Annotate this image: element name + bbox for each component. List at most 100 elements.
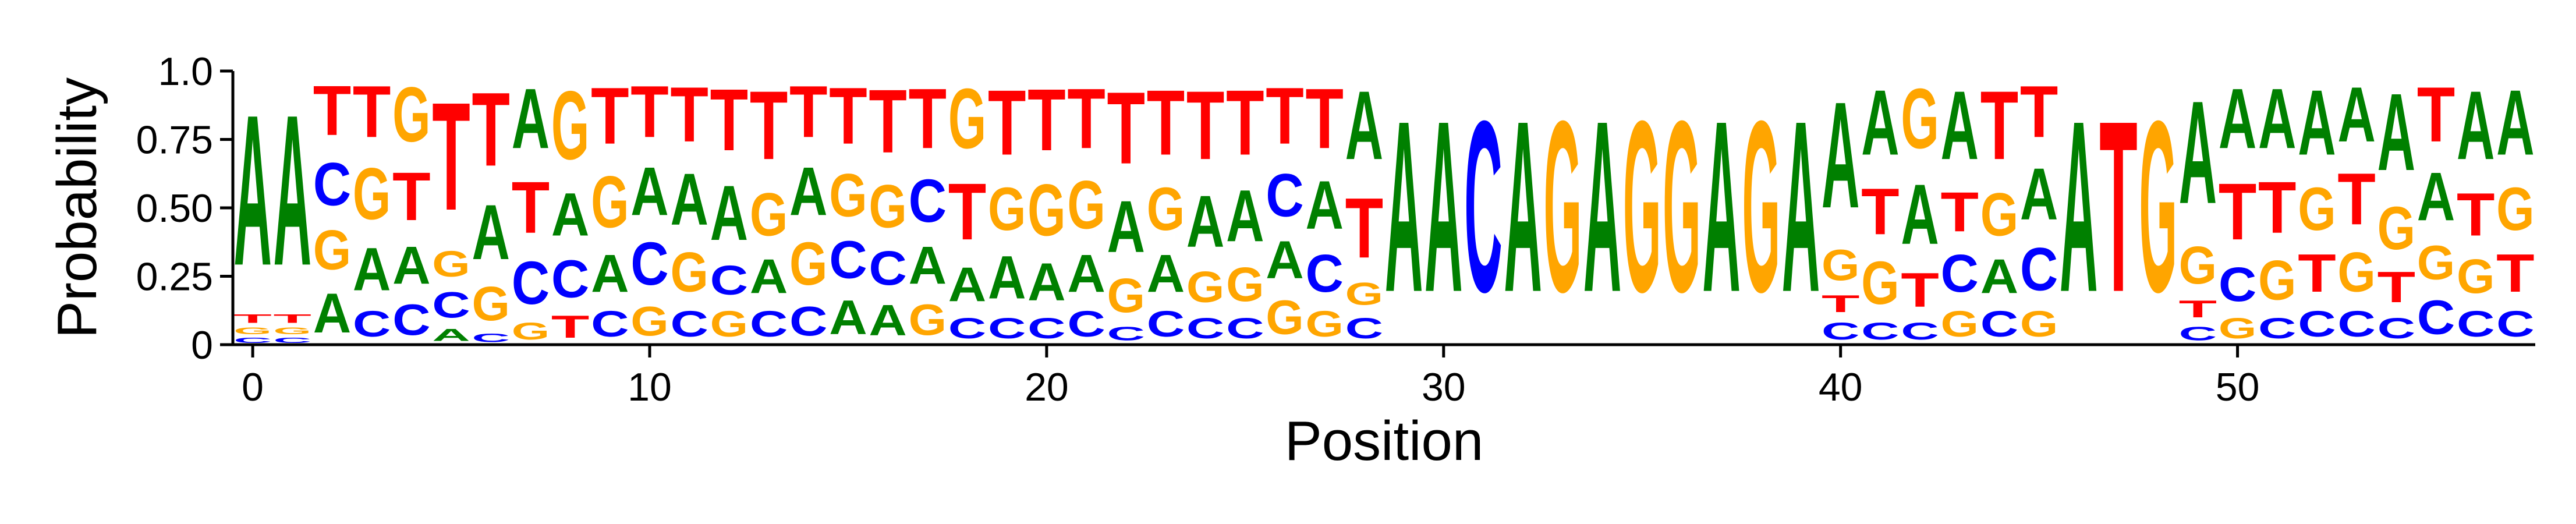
logo-letter-A: A — [1822, 71, 1859, 240]
logo-letter-G: G — [313, 219, 351, 282]
logo-letter-G: G — [512, 318, 550, 345]
x-ticks: 0 10 20 30 40 50 — [242, 345, 2259, 409]
logo-letter-A: A — [1266, 230, 1303, 290]
logo-letter-A: A — [313, 281, 351, 344]
logo-letter-C: C — [1107, 323, 1145, 345]
x-tick-label: 30 — [1422, 365, 1466, 409]
logo-letter-A: A — [353, 235, 391, 303]
logo-letter-A: A — [2179, 71, 2217, 235]
logo-letter-A: A — [1345, 70, 1383, 180]
logo-letter-T: T — [988, 70, 1026, 174]
logo-letter-C: C — [432, 284, 470, 325]
logo-letter-C: C — [2496, 303, 2534, 345]
logo-letter-G: G — [1186, 263, 1224, 311]
logo-letter-G: G — [670, 241, 708, 304]
logo-letter-T: T — [2417, 70, 2455, 158]
logo-letter-C: C — [2219, 257, 2256, 311]
x-tick-label: 10 — [628, 365, 672, 409]
y-axis: 0 0.25 0.50 0.75 1.0 — [136, 49, 235, 367]
logo-letter-T: T — [1941, 180, 1979, 243]
logo-letter-C: C — [909, 167, 947, 235]
logo-letter-G: G — [2258, 249, 2296, 312]
logo-letter-T: T — [1226, 70, 1264, 174]
logo-letter-A: A — [750, 249, 788, 303]
logo-letter-T: T — [1027, 70, 1065, 169]
logo-letter-C: C — [710, 257, 748, 304]
x-tick-label: 0 — [242, 365, 264, 409]
logo-letter-T: T — [750, 71, 788, 180]
logo-letter-A: A — [1504, 70, 1542, 344]
logo-letter-T: T — [2377, 263, 2415, 312]
logo-letter-T: T — [1822, 290, 1859, 317]
logo-letter-T: T — [1266, 71, 1303, 161]
logo-letter-G: G — [1345, 277, 1383, 312]
logo-letter-A: A — [1901, 167, 1939, 262]
logo-letter-C: C — [1147, 303, 1185, 345]
logo-letter-T: T — [313, 71, 351, 150]
logo-letter-T: T — [909, 72, 947, 167]
x-tick-label: 40 — [1819, 365, 1863, 409]
y-axis-title: Probability — [46, 77, 108, 338]
logo-letter-T: T — [2457, 180, 2494, 249]
logo-letter-A: A — [1782, 70, 1820, 344]
logo-letter-T: T — [948, 167, 986, 257]
x-axis: 0 10 20 30 40 50 — [233, 343, 2535, 409]
logo-letter-C: C — [472, 331, 510, 345]
logo-letter-C: C — [1266, 161, 1303, 229]
logo-letter-A: A — [909, 235, 947, 295]
logo-letter-T: T — [2496, 243, 2534, 303]
logo-letter-A: A — [2417, 159, 2455, 235]
logo-letter-T: T — [1107, 70, 1145, 185]
logo-letter-G: G — [1623, 70, 1661, 344]
logo-letter-A: A — [829, 290, 867, 345]
logo-letter-C: C — [2258, 312, 2296, 345]
logo-letter-A: A — [274, 70, 311, 310]
logo-letter-T: T — [1861, 175, 1899, 249]
logo-letter-T: T — [1147, 70, 1185, 174]
logo-letter-G: G — [1901, 72, 1939, 167]
logo-letter-G: G — [1822, 240, 1859, 289]
logo-letter-G: G — [392, 71, 430, 158]
logo-letter-A: A — [670, 159, 708, 240]
y-tick-label: 1.0 — [158, 49, 213, 94]
logo-letter-T: T — [233, 312, 271, 325]
logo-letter-G: G — [869, 173, 906, 241]
logo-letter-G: G — [750, 181, 788, 249]
logo-letter-C: C — [512, 249, 550, 317]
logo-letter-C: C — [1464, 70, 1502, 344]
logo-letter-A: A — [1067, 243, 1105, 303]
logo-letter-A: A — [1305, 167, 1343, 243]
logo-letter-C: C — [1305, 243, 1343, 303]
logo-letter-G: G — [1980, 181, 2018, 249]
logo-letter-A: A — [1425, 70, 1462, 344]
logo-letter-G: G — [789, 230, 827, 298]
logo-letter-G: G — [1266, 290, 1303, 345]
y-ticks: 0 0.25 0.50 0.75 1.0 — [136, 49, 233, 367]
logo-letter-G: G — [988, 175, 1026, 243]
logo-letter-C: C — [988, 312, 1026, 345]
logo-letter-G: G — [472, 276, 510, 331]
logo-letter-C: C — [630, 229, 668, 298]
logo-letter-C: C — [1186, 312, 1224, 345]
logo-letter-A: A — [1147, 243, 1185, 303]
logo-letter-A: A — [1226, 175, 1264, 257]
logo-letter-T: T — [591, 71, 629, 161]
logo-letter-A: A — [948, 257, 986, 311]
logo-letter-G: G — [591, 161, 629, 243]
logo-letter-T: T — [2219, 167, 2256, 257]
logo-letter-G: G — [829, 162, 867, 230]
logo-letter-A: A — [2219, 71, 2256, 167]
logo-letter-A: A — [869, 295, 906, 345]
logo-letter-A: A — [630, 153, 668, 229]
logo-letter-G: G — [948, 72, 986, 167]
logo-letter-G: G — [1067, 166, 1105, 243]
y-tick-label: 0.75 — [136, 118, 213, 162]
logo-letter-C: C — [392, 295, 430, 345]
logo-letter-T: T — [789, 70, 827, 153]
logo-letter-A: A — [392, 235, 430, 295]
logo-letter-G: G — [551, 72, 589, 180]
y-tick-label: 0.50 — [136, 186, 213, 231]
logo-letter-G: G — [2337, 241, 2375, 304]
logo-letter-T: T — [2258, 167, 2296, 249]
logo-letter-G: G — [2377, 194, 2415, 263]
